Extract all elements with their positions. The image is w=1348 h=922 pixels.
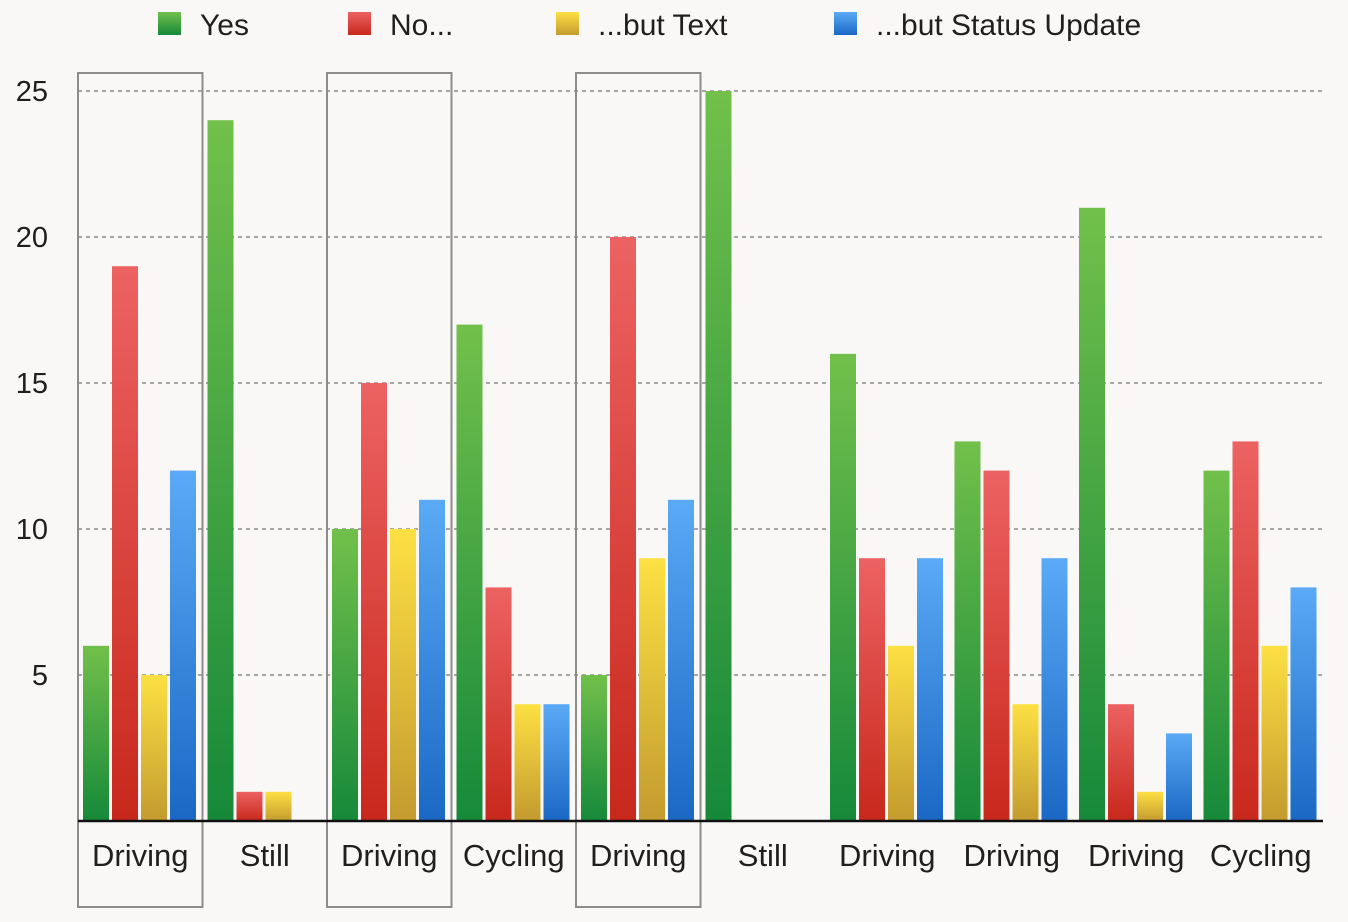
bars [83,91,1317,822]
x-category-label-7: Driving [964,838,1060,873]
legend-swatch-3 [834,12,857,35]
bar-0-2 [141,675,167,821]
bar-2-1 [361,383,387,821]
legend-label-0: Yes [200,9,249,42]
bar-2-2 [390,529,416,821]
legend-swatch-0 [158,12,181,35]
highlight-box-2 [326,72,453,908]
legend: Yes No... ...but Text ...but Status Update [158,9,1141,42]
bar-4-1 [610,237,636,821]
bar-9-3 [1290,587,1317,821]
bar-7-2 [1012,704,1039,821]
x-category-label-9: Cycling [1210,838,1312,873]
highlight-boxes [77,72,702,908]
bar-1-2 [265,791,292,821]
bar-3-1 [485,587,512,821]
bar-9-2 [1261,645,1288,821]
bar-2-3 [419,499,445,821]
bar-9-0 [1203,470,1230,821]
x-category-label-5: Still [738,838,788,873]
bar-6-1 [859,558,885,821]
bar-9-1 [1232,441,1259,821]
bar-0-0 [83,645,109,821]
y-tick-label-25: 25 [16,76,48,108]
bar-8-3 [1166,733,1192,821]
highlight-box-4 [575,72,702,908]
legend-swatch-2 [556,12,579,35]
highlight-box-0 [77,72,204,908]
bar-0-3 [170,470,196,821]
x-category-label-2: Driving [341,838,437,873]
bar-7-3 [1041,558,1068,821]
x-category-label-6: Driving [839,838,935,873]
bar-8-0 [1079,207,1105,822]
bar-3-0 [456,324,483,821]
y-tick-label-20: 20 [16,222,48,254]
legend-label-2: ...but Text [598,9,728,42]
y-tick-label-15: 15 [16,368,48,400]
y-tick-label-10: 10 [16,514,48,546]
x-category-label-3: Cycling [463,838,565,873]
y-tick-label-5: 5 [32,660,48,692]
bar-6-0 [830,353,856,821]
bar-7-1 [983,470,1010,821]
legend-label-3: ...but Status Update [876,9,1141,42]
bar-2-0 [332,529,358,821]
bar-3-3 [543,704,570,821]
x-category-label-0: Driving [92,838,188,873]
bar-6-3 [917,558,943,821]
x-category-label-1: Still [240,838,290,873]
y-axis-ticks: 5 10 15 20 25 [16,76,48,692]
bar-4-3 [668,499,694,821]
bar-4-2 [639,558,665,821]
bar-8-1 [1108,704,1134,821]
bar-0-1 [112,266,138,821]
x-category-label-8: Driving [1088,838,1184,873]
bar-4-0 [581,675,607,821]
bar-5-0 [705,91,732,821]
x-axis-categories: Driving Still Driving Cycling Driving Still Dr… [92,838,1312,873]
bar-1-1 [236,791,263,821]
bar-7-0 [954,441,981,821]
x-category-label-4: Driving [590,838,686,873]
bar-1-0 [207,120,234,821]
bar-8-2 [1137,791,1163,821]
legend-swatch-1 [348,12,371,35]
bar-3-2 [514,704,541,821]
bar-6-2 [888,645,914,821]
legend-label-1: No... [390,9,453,42]
